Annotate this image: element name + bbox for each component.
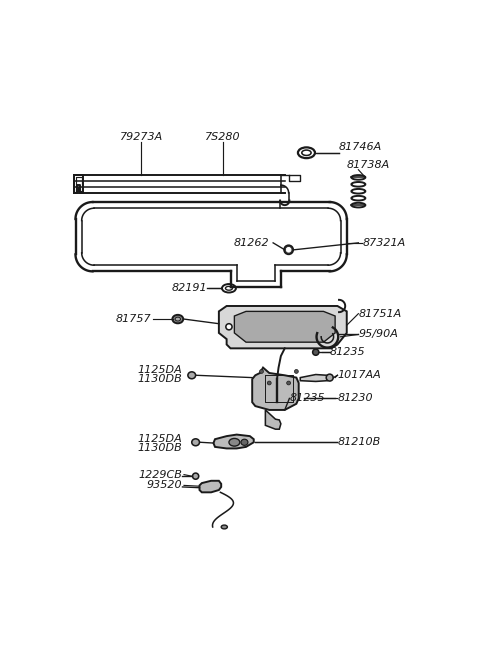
Ellipse shape: [229, 438, 240, 446]
Polygon shape: [300, 374, 327, 382]
Ellipse shape: [267, 381, 271, 385]
Text: 81235: 81235: [330, 347, 365, 357]
Text: 81757: 81757: [116, 314, 152, 324]
Ellipse shape: [294, 369, 298, 373]
Text: 95/90A: 95/90A: [359, 329, 398, 340]
Text: 79273A: 79273A: [120, 131, 163, 142]
Text: 87321A: 87321A: [362, 238, 406, 248]
Ellipse shape: [175, 317, 180, 321]
Text: 81751A: 81751A: [359, 309, 402, 319]
Polygon shape: [214, 434, 254, 449]
Ellipse shape: [241, 439, 248, 445]
Ellipse shape: [326, 374, 333, 381]
Polygon shape: [219, 306, 347, 348]
Text: 81262: 81262: [234, 238, 269, 248]
Text: 1017AA: 1017AA: [337, 371, 381, 380]
Text: 81746A: 81746A: [339, 142, 382, 152]
Ellipse shape: [188, 372, 196, 378]
Text: 81235: 81235: [289, 394, 325, 403]
Text: 81210B: 81210B: [337, 438, 381, 447]
Ellipse shape: [192, 439, 200, 445]
Polygon shape: [200, 481, 221, 492]
Text: 81230: 81230: [337, 394, 373, 403]
Text: 7S280: 7S280: [205, 131, 240, 142]
Ellipse shape: [286, 248, 291, 252]
Ellipse shape: [260, 369, 264, 373]
Ellipse shape: [172, 315, 183, 323]
Ellipse shape: [287, 381, 290, 385]
Ellipse shape: [284, 245, 293, 254]
Text: 1130DB: 1130DB: [138, 374, 182, 384]
Text: 81738A: 81738A: [347, 160, 390, 170]
Text: 1125DA: 1125DA: [138, 365, 182, 375]
Text: 1130DB: 1130DB: [138, 443, 182, 453]
Polygon shape: [234, 311, 335, 342]
Text: 93520: 93520: [147, 480, 182, 490]
Ellipse shape: [221, 525, 228, 529]
Ellipse shape: [226, 324, 232, 330]
Ellipse shape: [192, 473, 199, 479]
Ellipse shape: [312, 349, 319, 355]
Polygon shape: [252, 367, 299, 410]
Text: 1229CB: 1229CB: [139, 470, 182, 480]
Polygon shape: [265, 410, 281, 429]
Text: 1125DA: 1125DA: [138, 434, 182, 444]
Text: 82191: 82191: [172, 283, 207, 293]
